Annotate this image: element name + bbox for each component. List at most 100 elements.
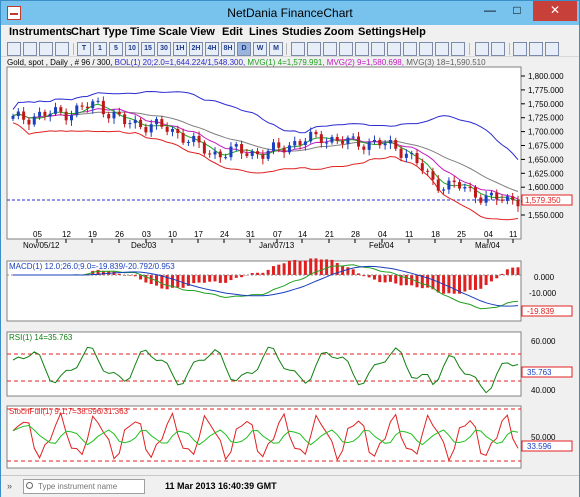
channel-icon[interactable]: [371, 42, 385, 56]
macd-histogram-bar: [160, 275, 164, 289]
period-30-button[interactable]: 30: [157, 42, 171, 56]
rsi-panel[interactable]: [6, 331, 522, 397]
candle-body: [335, 136, 339, 141]
pointer-icon[interactable]: [291, 42, 305, 56]
copy-icon[interactable]: [491, 42, 505, 56]
period-1h-button[interactable]: 1H: [173, 42, 187, 56]
period-d-button[interactable]: D: [237, 42, 251, 56]
period-w-button[interactable]: W: [253, 42, 267, 56]
close-button[interactable]: ✕: [533, 1, 577, 21]
menu-studies[interactable]: Studies: [282, 26, 322, 38]
stoch-d-line: [12, 424, 519, 446]
menu-view[interactable]: View: [190, 26, 215, 38]
title-bar: NetDania FinanceChart — □ ✕: [1, 1, 579, 25]
delete-all-icon[interactable]: [451, 42, 465, 56]
candle-body: [473, 187, 477, 198]
period-2h-button[interactable]: 2H: [189, 42, 203, 56]
candlestick-icon[interactable]: [23, 42, 37, 56]
candle-body: [495, 192, 499, 200]
macd-axis-1: -10.000: [529, 289, 557, 298]
macd-line: [13, 264, 519, 310]
print-icon[interactable]: [475, 42, 489, 56]
period-5-button[interactable]: 5: [109, 42, 123, 56]
stoch-series: [12, 411, 519, 462]
menu-chart-type[interactable]: Chart Type: [71, 26, 128, 38]
time-tick-label: 04: [378, 230, 387, 239]
candle-body: [112, 112, 116, 119]
maximize-button[interactable]: □: [513, 3, 521, 17]
window-title: NetDania FinanceChart: [227, 6, 353, 20]
instrument-search-input[interactable]: [23, 479, 145, 494]
macd-histogram-bar: [335, 263, 339, 275]
cycle-lines-icon[interactable]: [403, 42, 417, 56]
candle-body: [197, 135, 201, 143]
candle-body: [43, 111, 47, 116]
bar-chart-icon[interactable]: [7, 42, 21, 56]
macd-histogram-bar: [149, 275, 153, 285]
menu-lines[interactable]: Lines: [249, 26, 278, 38]
period-4h-button[interactable]: 4H: [205, 42, 219, 56]
macd-histogram-bar: [266, 269, 270, 275]
line-chart-icon[interactable]: [55, 42, 69, 56]
stoch-last-box: [521, 440, 573, 452]
time-tick-label: 28: [351, 230, 360, 239]
macd-histogram-bar: [245, 275, 249, 276]
ohlc-icon[interactable]: [39, 42, 53, 56]
candle-body: [218, 151, 222, 158]
candle-body: [22, 111, 26, 120]
time-tick-label: 25: [457, 230, 466, 239]
macd-histogram-bar: [378, 275, 382, 283]
zoom-out-icon[interactable]: [529, 42, 543, 56]
crosshair-icon[interactable]: [307, 42, 321, 56]
macd-histogram-bar: [287, 260, 291, 275]
macd-histogram-bar: [426, 275, 430, 288]
time-tick-label: 17: [194, 230, 203, 239]
period-10-button[interactable]: 10: [125, 42, 139, 56]
parallel-lines-icon[interactable]: [339, 42, 353, 56]
last-price-box: [521, 194, 573, 206]
rsi-series: [12, 346, 519, 394]
zoom-fit-icon[interactable]: [545, 42, 559, 56]
macd-series: [7, 258, 521, 310]
macd-histogram-bar: [516, 267, 520, 275]
menu-help[interactable]: Help: [402, 26, 426, 38]
period-1-button[interactable]: 1: [93, 42, 107, 56]
macd-histogram-bar: [500, 273, 504, 275]
search-icon: [26, 482, 33, 489]
delete-line-icon[interactable]: [435, 42, 449, 56]
period-m-button[interactable]: M: [269, 42, 283, 56]
chart-canvas[interactable]: 1,800.000 1,775.000 1,750.000 1,725.000 1,70…: [1, 1, 579, 475]
period-8h-button[interactable]: 8H: [221, 42, 235, 56]
text-tool-icon[interactable]: [419, 42, 433, 56]
fibonacci-icon[interactable]: [355, 42, 369, 56]
rsi-label: RSI(1) 14=35.763: [9, 333, 73, 342]
menu-zoom[interactable]: Zoom: [324, 26, 354, 38]
macd-histogram-bar: [139, 275, 143, 280]
period-t-button[interactable]: T: [77, 42, 91, 56]
price-tick-label: 1,775.000: [528, 86, 564, 95]
minimize-button[interactable]: —: [484, 3, 496, 17]
trendline-icon[interactable]: [323, 42, 337, 56]
macd-histogram-bar: [197, 275, 201, 283]
menu-time-scale[interactable]: Time Scale: [130, 26, 188, 38]
time-tick-label: 10: [168, 230, 177, 239]
gann-icon[interactable]: [387, 42, 401, 56]
candle-body: [325, 142, 329, 144]
candle-body: [314, 131, 318, 135]
macd-histogram-bar: [505, 269, 509, 275]
candle-body: [75, 105, 79, 116]
macd-histogram-bar: [192, 275, 196, 284]
rsi-line: [12, 346, 519, 394]
candle-body: [54, 107, 58, 114]
bollinger-lower: [12, 122, 519, 221]
macd-histogram-bar: [511, 267, 515, 275]
menu-edit[interactable]: Edit: [222, 26, 243, 38]
chevron-double-icon[interactable]: »: [7, 481, 13, 491]
zoom-in-icon[interactable]: [513, 42, 527, 56]
macd-histogram-bar: [170, 275, 174, 288]
period-15-button[interactable]: 15: [141, 42, 155, 56]
macd-histogram-bar: [165, 275, 169, 290]
menu-settings[interactable]: Settings: [358, 26, 402, 38]
menu-instruments[interactable]: Instruments: [9, 26, 72, 38]
candle-body: [436, 179, 440, 191]
